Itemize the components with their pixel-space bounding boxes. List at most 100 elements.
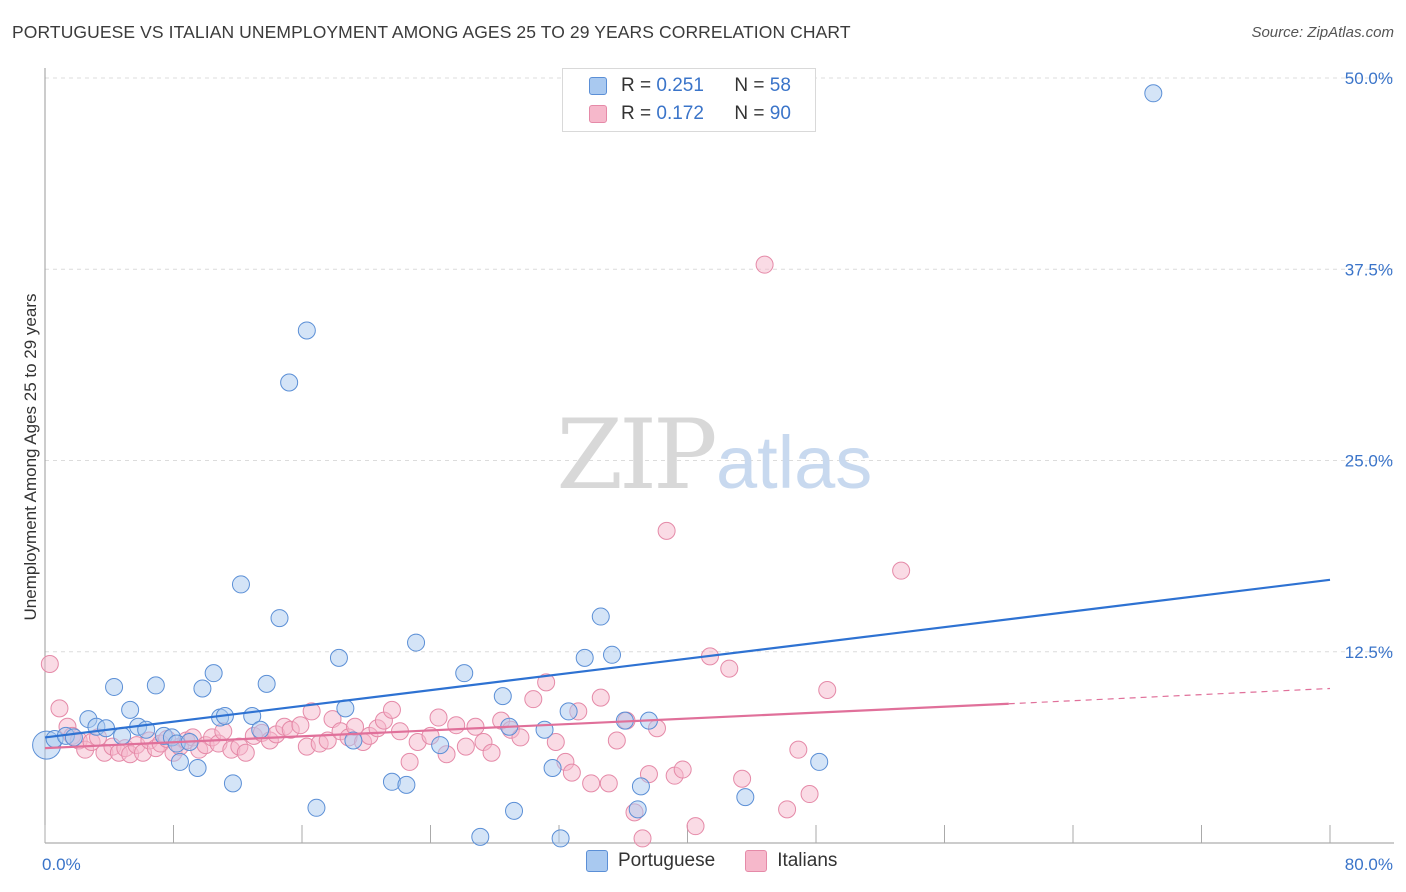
portuguese-point xyxy=(559,702,578,721)
portuguese-r-value: 0.251 xyxy=(656,75,704,96)
italians-point xyxy=(291,716,310,735)
watermark-atlas: atlas xyxy=(716,421,872,504)
y-tick-label: 12.5% xyxy=(1345,643,1393,662)
portuguese-point xyxy=(603,645,622,664)
italians-point xyxy=(302,702,321,721)
italians-point xyxy=(686,817,705,836)
portuguese-point xyxy=(170,752,189,771)
portuguese-point xyxy=(105,677,124,696)
italians-point xyxy=(755,255,774,274)
portuguese-point xyxy=(307,798,326,817)
source-label: Source: ZipAtlas.com xyxy=(1251,24,1394,41)
portuguese-point xyxy=(628,800,647,819)
portuguese-point xyxy=(505,801,524,820)
portuguese-point xyxy=(631,777,650,796)
portuguese-point xyxy=(591,607,610,626)
portuguese-point xyxy=(471,827,490,846)
portuguese-point xyxy=(146,676,165,695)
portuguese-point xyxy=(251,720,270,739)
legend-r-label: R = xyxy=(621,103,652,124)
portuguese-trend-line xyxy=(44,578,1331,739)
italians-point xyxy=(382,700,401,719)
portuguese-swatch xyxy=(589,77,607,95)
portuguese-point xyxy=(257,674,276,693)
italians-trend-extension xyxy=(1008,687,1331,705)
axes xyxy=(44,68,1394,844)
portuguese-point xyxy=(493,687,512,706)
portuguese-point xyxy=(204,664,223,683)
portuguese-legend-swatch xyxy=(586,850,608,872)
italians-point xyxy=(466,717,485,736)
italians-point xyxy=(236,743,255,762)
portuguese-point xyxy=(575,648,594,667)
italians-points xyxy=(40,255,911,848)
italians-point xyxy=(562,763,581,782)
portuguese-n-value: 58 xyxy=(769,75,791,96)
series-legend: Portuguese Italians xyxy=(586,850,867,872)
italians-swatch xyxy=(589,105,607,123)
y-axis-label: Unemployment Among Ages 25 to 29 years xyxy=(21,294,40,621)
italians-point xyxy=(599,774,618,793)
italians-point xyxy=(657,521,676,540)
portuguese-point xyxy=(344,731,363,750)
italians-point xyxy=(456,737,475,756)
y-tick-label: 37.5% xyxy=(1345,260,1393,279)
portuguese-point xyxy=(231,575,250,594)
italians-trend-line xyxy=(44,702,1009,750)
italians-point xyxy=(524,690,543,709)
italians-n-value: 90 xyxy=(769,103,791,124)
italians-point xyxy=(591,688,610,707)
italians-point xyxy=(818,681,837,699)
portuguese-point xyxy=(455,664,474,683)
portuguese-point xyxy=(329,648,348,667)
portuguese-point xyxy=(551,829,570,848)
italians-point xyxy=(673,760,692,779)
italians-point xyxy=(892,561,911,580)
portuguese-point xyxy=(397,775,416,794)
legend-item-italians[interactable]: Italians xyxy=(745,850,837,872)
legend-n-label: N = xyxy=(734,103,765,124)
italians-point xyxy=(778,800,797,819)
portuguese-point xyxy=(193,679,212,698)
x-tick-label: 80.0% xyxy=(1345,855,1393,874)
portuguese-point xyxy=(223,774,242,793)
legend-r-label: R = xyxy=(621,75,652,96)
italians-point xyxy=(537,673,556,692)
italians-point xyxy=(720,659,739,678)
italians-point xyxy=(482,743,501,762)
italians-point xyxy=(633,829,652,848)
portuguese-point xyxy=(431,736,450,755)
italians-point xyxy=(429,708,448,727)
portuguese-point xyxy=(188,759,207,778)
italians-legend-label: Italians xyxy=(777,850,838,871)
italians-point xyxy=(511,728,530,747)
italians-point xyxy=(400,752,419,771)
portuguese-point xyxy=(297,321,316,340)
italians-point xyxy=(40,654,59,673)
legend-item-portuguese[interactable]: Portuguese xyxy=(586,850,715,872)
x-tick-label: 0.0% xyxy=(42,855,81,874)
italians-point xyxy=(800,785,819,804)
portuguese-point xyxy=(113,726,132,745)
chart-title: PORTUGUESE VS ITALIAN UNEMPLOYMENT AMONG… xyxy=(12,22,851,42)
legend-row-portuguese: R = 0.251 N = 58 xyxy=(589,74,791,98)
italians-point xyxy=(733,769,752,788)
correlation-legend: R = 0.251 N = 58 R = 0.172 N = 90 xyxy=(562,68,816,132)
italians-point xyxy=(607,731,626,750)
italians-legend-swatch xyxy=(745,850,768,872)
portuguese-point xyxy=(736,788,755,807)
portuguese-legend-label: Portuguese xyxy=(618,850,716,871)
watermark-zip: ZIP xyxy=(556,399,715,511)
italians-point xyxy=(582,774,601,793)
portuguese-point xyxy=(543,759,562,778)
legend-row-italians: R = 0.172 N = 90 xyxy=(589,102,791,126)
italians-r-value: 0.172 xyxy=(656,103,704,124)
portuguese-point xyxy=(407,633,426,652)
portuguese-point xyxy=(810,752,829,771)
portuguese-point xyxy=(280,373,299,392)
italians-point xyxy=(50,699,69,718)
portuguese-point xyxy=(64,728,83,747)
portuguese-point xyxy=(121,700,140,719)
trend-lines xyxy=(44,578,1331,750)
